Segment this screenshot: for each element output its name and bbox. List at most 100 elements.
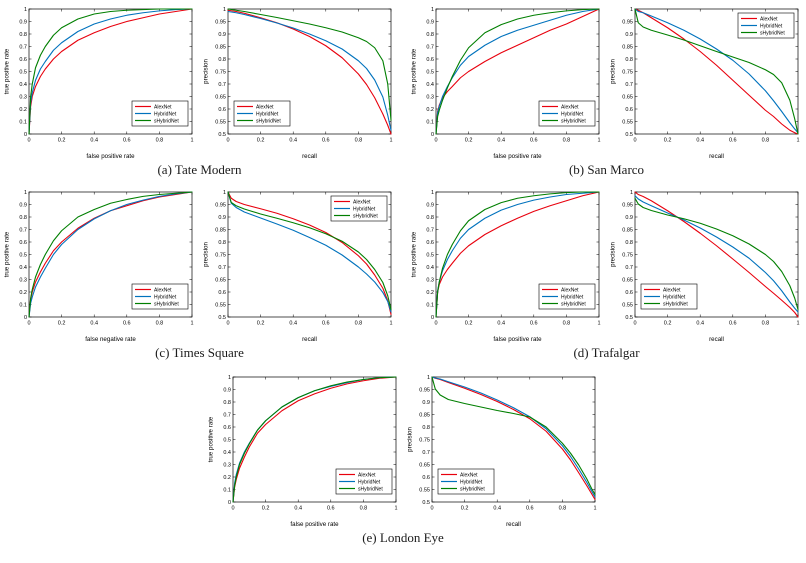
svg-text:precision: precision	[406, 427, 413, 452]
svg-text:0: 0	[24, 132, 27, 138]
svg-text:1: 1	[630, 7, 633, 13]
svg-text:0.5: 0.5	[218, 132, 226, 138]
svg-text:0.95: 0.95	[622, 202, 633, 208]
subfigure-tate-modern-charts: 0 0.2 0.4 0.6 0.8 1 0 0.1 0.2 0.3 0.4 0.5 0.6 0.7 0.8 0…	[2, 4, 397, 161]
svg-text:0.6: 0.6	[19, 240, 27, 246]
svg-text:0.6: 0.6	[326, 506, 334, 512]
chart-trafalgar-precision-recall: 0 0.2 0.4 0.6 0.8 1 0.5 0.55 0.6 0.65 0.7 0.75 0.8 0.…	[610, 190, 800, 343]
subfigure-trafalgar: 0 0.2 0.4 0.6 0.8 1 0 0.1 0.2 0.3 0.4 0.5 0.6 0.7 0.8 0…	[409, 187, 804, 361]
chart-times-square-precision-recall: 0 0.2 0.4 0.6 0.8 1 0.5 0.55 0.6 0.65 0.7 0.75 0.8 0.…	[203, 190, 393, 343]
svg-text:AlexNet: AlexNet	[663, 287, 681, 293]
svg-text:sHybridNet: sHybridNet	[154, 301, 179, 307]
svg-text:0.9: 0.9	[19, 19, 27, 25]
svg-text:0.4: 0.4	[90, 321, 98, 327]
svg-text:0.65: 0.65	[622, 277, 633, 283]
subfigure-san-marco-charts: 0 0.2 0.4 0.6 0.8 1 0 0.1 0.2 0.3 0.4 0.5 0.6 0.7 0.8 0…	[409, 4, 804, 161]
svg-text:0.4: 0.4	[426, 82, 434, 88]
svg-text:0.2: 0.2	[426, 290, 434, 296]
svg-text:0.9: 0.9	[223, 387, 231, 393]
svg-text:0.2: 0.2	[426, 107, 434, 113]
svg-text:1: 1	[597, 138, 600, 144]
svg-text:0.9: 0.9	[422, 400, 430, 406]
svg-text:0.5: 0.5	[223, 437, 231, 443]
svg-text:0.6: 0.6	[530, 321, 538, 327]
subfigure-london-eye-charts: 0 0.2 0.4 0.6 0.8 1 0 0.1 0.2 0.3 0.4 0.5 0.6 0.7 0.8 0…	[206, 372, 601, 529]
svg-text:HybridNet: HybridNet	[663, 294, 686, 300]
svg-text:0.8: 0.8	[355, 138, 363, 144]
svg-text:0.9: 0.9	[19, 202, 27, 208]
svg-text:0.95: 0.95	[215, 19, 226, 25]
svg-text:0.2: 0.2	[465, 138, 473, 144]
svg-text:false positive rate: false positive rate	[493, 336, 542, 343]
svg-text:true positive rate: true positive rate	[207, 416, 214, 462]
svg-text:0.2: 0.2	[58, 321, 66, 327]
svg-text:0.2: 0.2	[465, 321, 473, 327]
svg-text:0.8: 0.8	[563, 321, 571, 327]
subfigure-caption-a: (a) Tate Modern	[157, 162, 242, 177]
svg-text:0.4: 0.4	[294, 506, 302, 512]
svg-text:0.7: 0.7	[19, 227, 27, 233]
figure-row-3: 0 0.2 0.4 0.6 0.8 1 0 0.1 0.2 0.3 0.4 0.5 0.6 0.7 0.8 0…	[0, 361, 806, 546]
svg-text:AlexNet: AlexNet	[561, 287, 579, 293]
svg-text:0.1: 0.1	[19, 119, 27, 125]
subfigure-trafalgar-charts: 0 0.2 0.4 0.6 0.8 1 0 0.1 0.2 0.3 0.4 0.5 0.6 0.7 0.8 0…	[409, 187, 804, 344]
chart-trafalgar-roc: 0 0.2 0.4 0.6 0.8 1 0 0.1 0.2 0.3 0.4 0.5 0.6 0.7 0.8 0…	[411, 190, 601, 343]
svg-text:0: 0	[27, 138, 30, 144]
svg-text:AlexNet: AlexNet	[460, 472, 478, 478]
svg-text:0.8: 0.8	[426, 215, 434, 221]
svg-text:0.6: 0.6	[729, 138, 737, 144]
svg-text:AlexNet: AlexNet	[353, 199, 371, 205]
svg-text:1: 1	[431, 7, 434, 13]
svg-text:0.8: 0.8	[19, 32, 27, 38]
svg-text:0.2: 0.2	[223, 475, 231, 481]
svg-text:0.9: 0.9	[218, 215, 226, 221]
svg-text:1: 1	[630, 190, 633, 196]
svg-text:0.4: 0.4	[19, 82, 27, 88]
svg-text:HybridNet: HybridNet	[154, 294, 177, 300]
svg-text:0.9: 0.9	[426, 202, 434, 208]
svg-text:0.6: 0.6	[422, 475, 430, 481]
svg-text:1: 1	[190, 138, 193, 144]
svg-text:0.5: 0.5	[625, 315, 633, 321]
svg-text:true positive rate: true positive rate	[411, 231, 418, 277]
svg-text:0.1: 0.1	[426, 302, 434, 308]
subfigure-san-marco: 0 0.2 0.4 0.6 0.8 1 0 0.1 0.2 0.3 0.4 0.5 0.6 0.7 0.8 0…	[409, 4, 804, 178]
svg-text:1: 1	[431, 190, 434, 196]
svg-text:0.6: 0.6	[223, 425, 231, 431]
svg-text:0.85: 0.85	[622, 44, 633, 50]
svg-text:false negative rate: false negative rate	[85, 336, 136, 343]
svg-text:HybridNet: HybridNet	[154, 111, 177, 117]
svg-text:0.4: 0.4	[696, 321, 704, 327]
svg-text:1: 1	[389, 138, 392, 144]
subfigure-times-square-charts: 0 0.2 0.4 0.6 0.8 1 0 0.1 0.2 0.3 0.4 0.5 0.6 0.7 0.8 0…	[2, 187, 397, 344]
chart-tate-modern-precision-recall: 0 0.2 0.4 0.6 0.8 1 0.5 0.55 0.6 0.65 0.7 0.75 0.8 0.…	[203, 7, 393, 160]
svg-text:0.8: 0.8	[558, 506, 566, 512]
svg-text:0.2: 0.2	[664, 138, 672, 144]
subfigure-london-eye: 0 0.2 0.4 0.6 0.8 1 0 0.1 0.2 0.3 0.4 0.5 0.6 0.7 0.8 0…	[206, 372, 601, 546]
svg-text:sHybridNet: sHybridNet	[561, 301, 586, 307]
svg-text:1: 1	[593, 506, 596, 512]
svg-text:0.8: 0.8	[426, 32, 434, 38]
svg-text:0.65: 0.65	[622, 94, 633, 100]
svg-text:0.4: 0.4	[19, 265, 27, 271]
svg-text:0.4: 0.4	[90, 138, 98, 144]
svg-text:0.4: 0.4	[223, 450, 231, 456]
svg-text:AlexNet: AlexNet	[256, 104, 274, 110]
svg-text:0.4: 0.4	[289, 138, 297, 144]
svg-text:0.2: 0.2	[257, 138, 265, 144]
svg-text:0.6: 0.6	[322, 321, 330, 327]
svg-text:0.2: 0.2	[261, 506, 269, 512]
svg-text:0.6: 0.6	[218, 107, 226, 113]
svg-text:recall: recall	[709, 336, 724, 343]
svg-text:1: 1	[597, 321, 600, 327]
svg-text:recall: recall	[506, 521, 521, 528]
svg-text:0.7: 0.7	[19, 44, 27, 50]
svg-text:0.85: 0.85	[215, 227, 226, 233]
svg-text:0.95: 0.95	[419, 387, 430, 393]
svg-text:HybridNet: HybridNet	[460, 479, 483, 485]
svg-text:0.4: 0.4	[493, 506, 501, 512]
svg-text:0.5: 0.5	[218, 315, 226, 321]
figure-row-1: 0 0.2 0.4 0.6 0.8 1 0 0.1 0.2 0.3 0.4 0.5 0.6 0.7 0.8 0…	[0, 0, 806, 178]
svg-text:0.65: 0.65	[215, 277, 226, 283]
svg-text:1: 1	[24, 7, 27, 13]
